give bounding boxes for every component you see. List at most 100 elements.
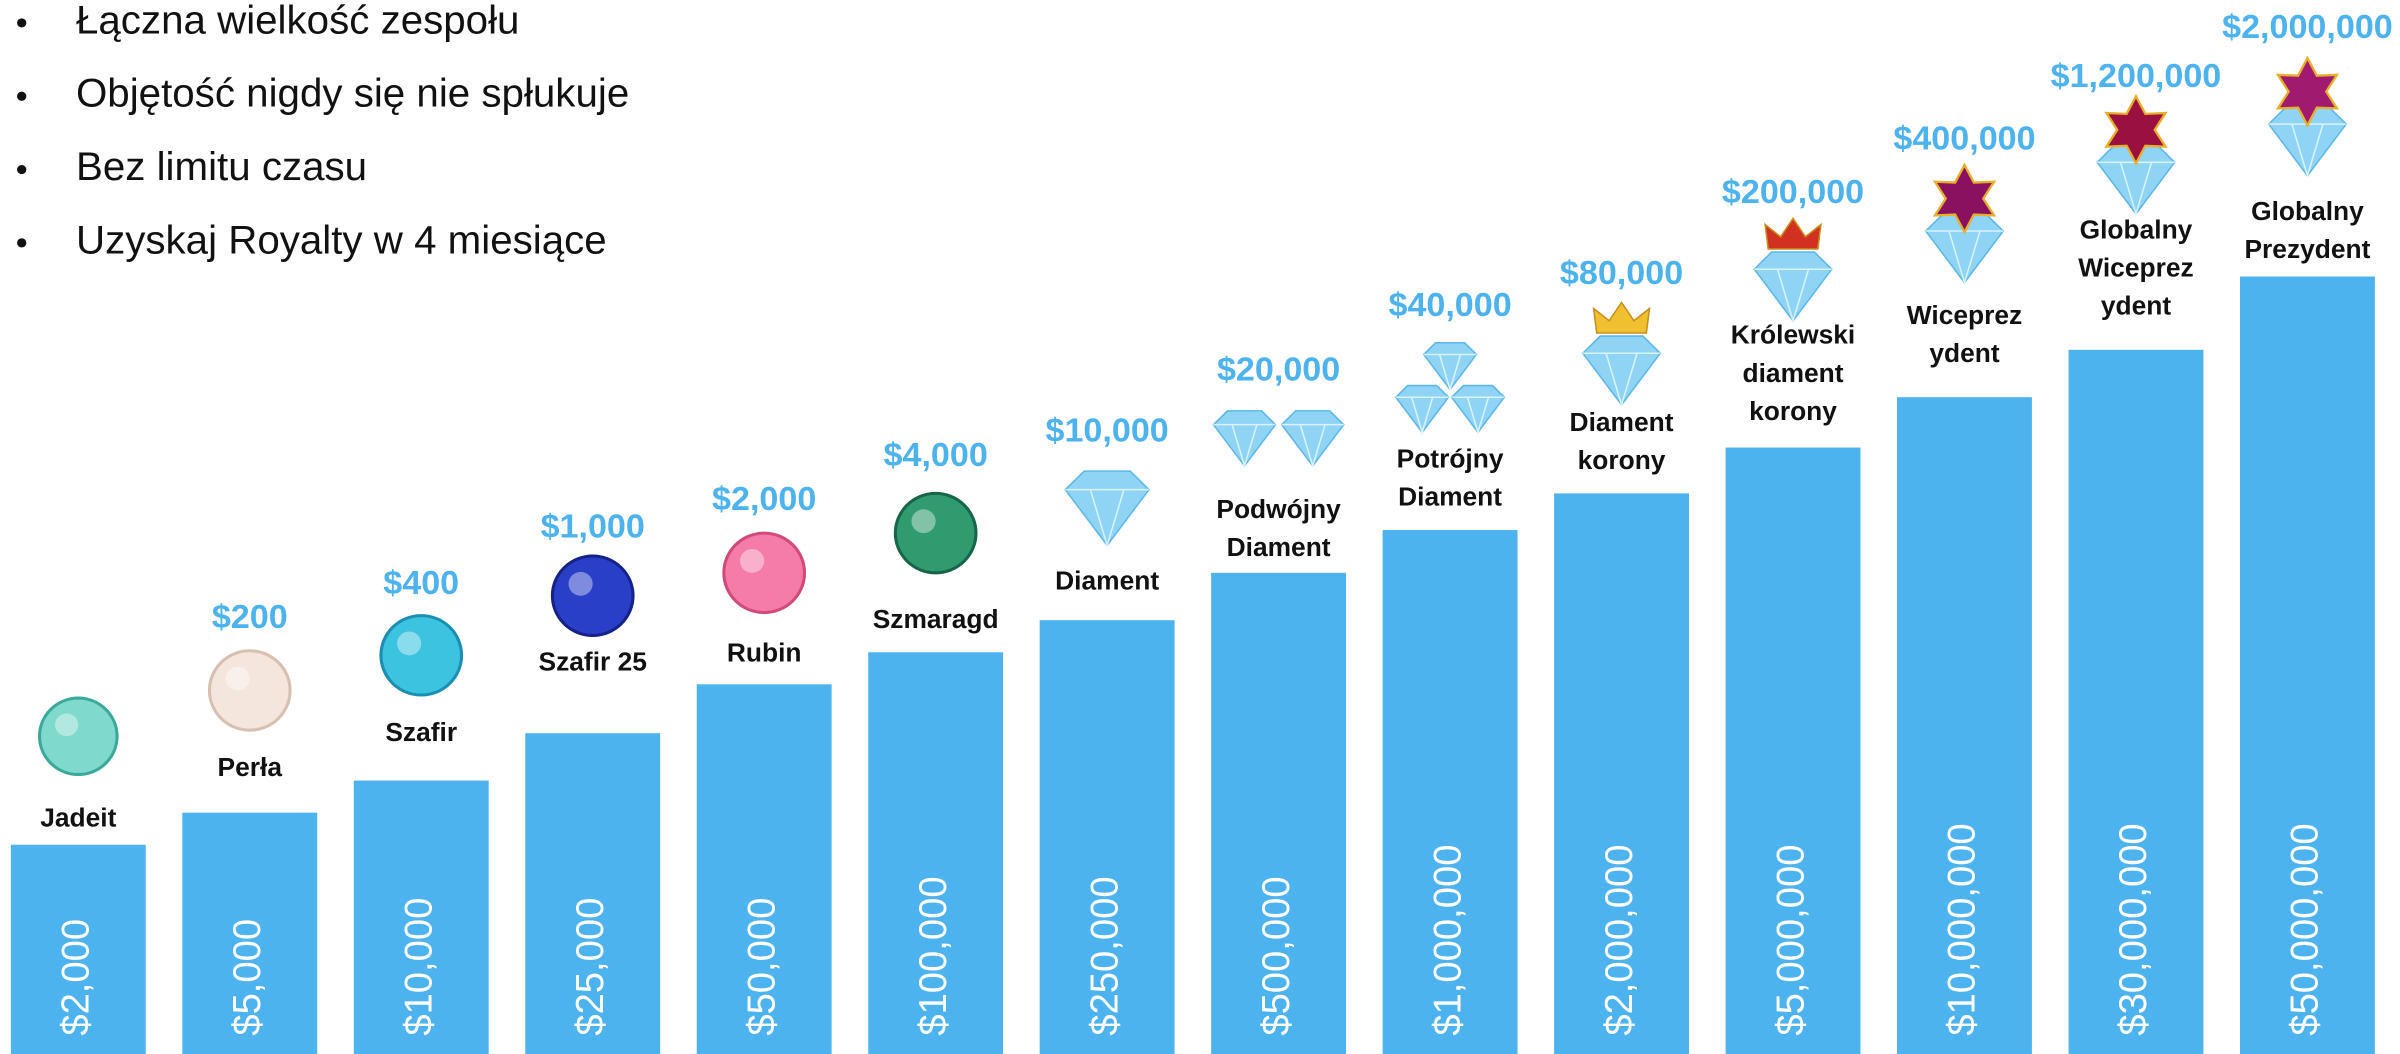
reward-label: $10,000 [1046,412,1169,450]
volume-label: $25,000 [569,898,612,1036]
rank-bar [2068,349,2204,1054]
bullet-text: Objętość nigdy się nie spłukuje [76,72,629,116]
bullet-dot [17,91,27,101]
volume-label: $500,000 [1255,876,1298,1035]
diamond-facet [1213,423,1276,469]
volume-label: $50,000,000 [2283,823,2326,1035]
volume-label: $1,000,000 [1426,845,1469,1036]
gem-shine [911,509,936,534]
rank-bar [1211,572,1347,1054]
diamond-facet [1395,396,1449,435]
rank-name: Globalny [2251,196,2364,226]
volume-label: $5,000 [226,919,269,1036]
rank-bar [353,780,489,1054]
rank-name: Diament [1398,482,1502,512]
rank-name: Szmaragd [873,604,999,634]
gem-icon [722,531,807,615]
star-icon [2275,55,2340,128]
bullet-dot [17,164,27,175]
reward-label: $4,000 [884,436,988,474]
volume-label: $50,000 [740,898,783,1036]
diamond-icon [1394,384,1450,434]
rank-name: Diament [1227,532,1331,562]
volume-label: $2,000 [54,919,97,1036]
rank-name: Szafir [385,717,457,747]
rank-bar [1897,397,2032,1054]
diamond-facet [1065,488,1149,549]
gem-shine [568,571,593,596]
rank-name: Globalny [2080,214,2193,244]
reward-label: $200,000 [1722,173,1864,211]
reward-label: $1,200,000 [2051,57,2222,95]
diamond-icon [1212,410,1277,468]
gem-icon [893,491,978,575]
reward-label: $20,000 [1217,351,1340,389]
reward-label: $2,000 [712,480,816,518]
reward-label: $1,000 [541,508,645,546]
gem-icon [550,554,635,637]
volume-label: $30,000,000 [2112,823,2155,1035]
reward-label: $400,000 [1893,120,2035,158]
rank-name: Szafir 25 [539,647,647,677]
diamond-facet [1754,268,1832,324]
rank-name: Wiceprez [2078,253,2193,283]
rank-name: ydent [1929,338,2000,368]
rank-bar [1382,530,1518,1054]
reward-label: $2,000,000 [2222,8,2393,46]
bullet-text: Bez limitu czasu [76,145,367,189]
rank-name: Perła [218,752,283,782]
gem-icon [207,649,292,732]
diamond-icon [1422,342,1478,391]
volume-label: $250,000 [1083,876,1126,1035]
rank-bar [525,733,661,1054]
star-icon [2104,93,2168,166]
bullet-text: Uzyskaj Royalty w 4 miesiące [76,219,607,263]
rank-name: Potrójny [1397,444,1504,474]
reward-label: $400 [383,564,459,602]
rank-name: diament [1743,358,1844,388]
crown-icon [1592,301,1651,334]
rank-bar [1554,493,1689,1054]
diamond-icon [1450,384,1506,434]
volume-label: $10,000,000 [1940,823,1983,1035]
reward-label: $40,000 [1388,286,1511,324]
diamond-facet [1582,352,1661,408]
rank-name: ydent [2101,291,2172,321]
gem-shine [225,666,250,691]
bullet-dot [17,238,27,248]
rank-bar [10,844,146,1054]
volume-label: $2,000,000 [1598,845,1641,1036]
rank-name: Wiceprez [1907,300,2022,330]
rank-bar [1725,447,1861,1054]
gem-shine [397,631,422,656]
reward-label: $80,000 [1560,254,1683,292]
gem-icon [379,614,464,697]
diamond-icon [1280,410,1345,468]
rank-name: Rubin [727,638,802,668]
gem-icon [37,696,119,776]
crown-icon [1764,217,1822,250]
diamond-icon [1753,251,1833,323]
rank-bar [1039,620,1175,1054]
reward-label: $200 [212,598,288,636]
bullet-dot [17,18,27,28]
diamond-icon [1064,470,1151,547]
rank-bar [868,652,1004,1054]
rank-bar [696,684,832,1054]
rank-name: korony [1749,396,1837,426]
volume-label: $100,000 [912,876,955,1035]
gem-shine [740,548,765,573]
diamond-facet [1423,353,1477,393]
volume-label: $5,000,000 [1769,845,1812,1036]
diamond-icon [1581,335,1662,407]
rank-name: Prezydent [2244,234,2370,264]
diamond-facet [1451,396,1505,435]
rank-bar [2240,276,2375,1054]
diamond-facet [1281,423,1344,469]
rank-bar [182,812,318,1054]
bullet-text: Łączna wielkość zespołu [76,0,519,42]
rank-name: Podwójny [1216,494,1341,524]
volume-label: $10,000 [397,898,440,1036]
star-icon [1932,162,1997,235]
